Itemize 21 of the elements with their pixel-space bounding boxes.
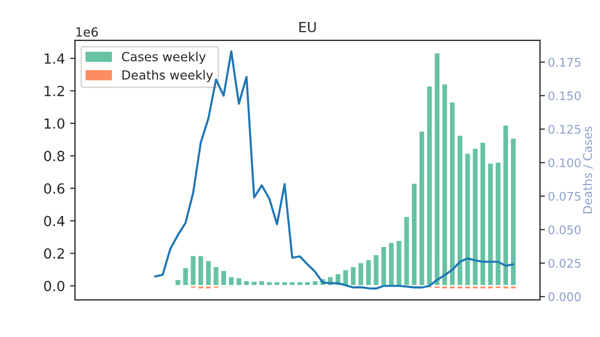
legend-label: Deaths weekly (122, 70, 213, 82)
chart-title: EU (299, 22, 316, 32)
y-tick-label: 0.4 (44, 216, 64, 226)
y2-tick-label: 0.175 (548, 58, 580, 67)
y-tick-label: 0.8 (44, 150, 64, 162)
y-tick-label: 1.4 (44, 53, 64, 64)
y-tick-label: 0.0 (44, 280, 64, 292)
text: 1e6 (76, 27, 98, 37)
legend-label: Cases weekly (122, 52, 206, 64)
y2-tick-label: 0.050 (548, 225, 581, 234)
y-tick-label: 0.6 (44, 183, 64, 194)
y-tick-label: 0.2 (44, 248, 64, 259)
y2-tick-label: 0.075 (548, 192, 580, 201)
y-tick-label: 1.2 (44, 86, 64, 96)
y2-axis-title: Deaths / Cases (582, 126, 593, 214)
y2-tick-label: 0.125 (548, 124, 580, 134)
y2-tick-label: 0.000 (548, 292, 581, 302)
y2-tick-label: 0.150 (548, 91, 581, 100)
y-tick-label: 1.0 (44, 118, 64, 129)
y2-tick-label: 0.025 (548, 258, 580, 268)
y2-tick-label: 0.100 (548, 158, 581, 168)
